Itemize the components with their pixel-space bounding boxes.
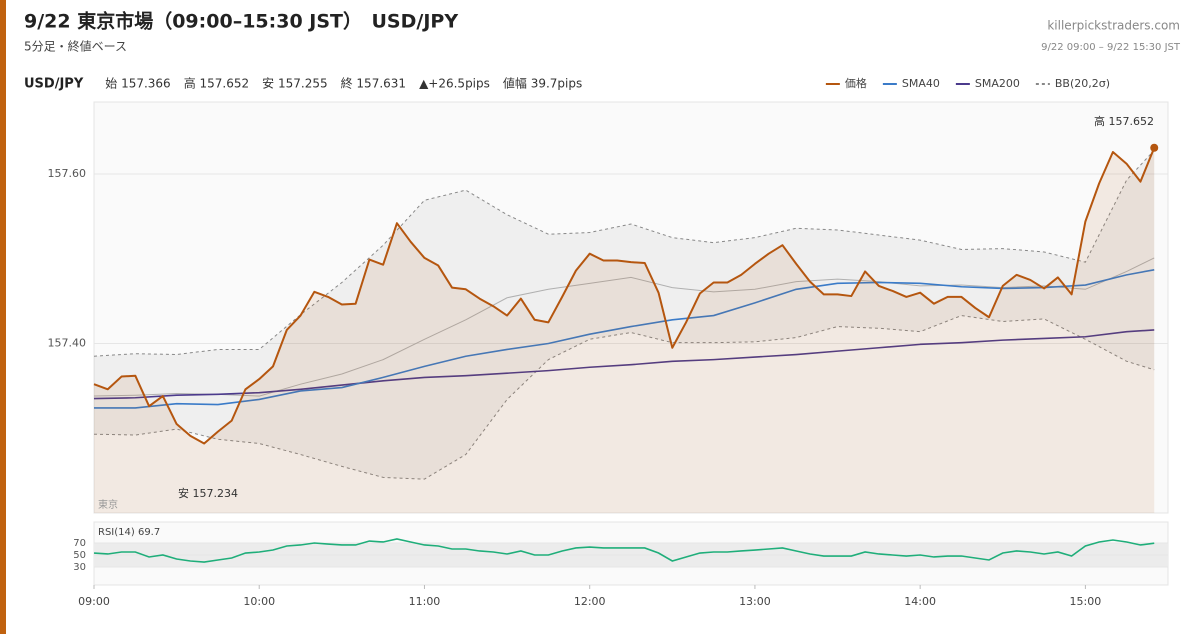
stat: ▲+26.5pips [419, 77, 490, 91]
band-fill [94, 150, 1155, 480]
stat: 安 157.255 [262, 76, 327, 91]
x-tick-label: 14:00 [904, 595, 936, 608]
stat: 始 157.366 [105, 77, 170, 91]
site: killerpickstraders.com [1047, 19, 1180, 33]
legend-label: SMA200 [975, 77, 1020, 90]
band-lower [93, 315, 1155, 480]
x-tick-label: 09:00 [78, 595, 110, 608]
annotation: 東京 [98, 498, 118, 511]
plot-area [93, 101, 1169, 514]
series-line [93, 147, 1156, 445]
annotation: 高 157.652 [1094, 114, 1154, 128]
legend-label: SMA40 [902, 77, 940, 90]
subtitle: 5分足・終値ベース [24, 39, 127, 54]
stat: 値幅 39.7pips [503, 76, 582, 91]
y-tick-label: 50 [73, 550, 86, 561]
symbol: USD/JPY [24, 77, 84, 92]
accent-bar [0, 0, 6, 634]
y-tick-label: 70 [73, 538, 86, 549]
x-tick-label: 13:00 [739, 595, 771, 608]
x-tick-label: 15:00 [1070, 595, 1102, 608]
legend-label: 価格 [845, 76, 867, 90]
annotation: 安 157.234 [178, 486, 238, 500]
y-tick-label: 30 [73, 562, 86, 573]
panel-title: RSI(14) 69.7 [98, 527, 160, 538]
x-tick-label: 12:00 [574, 595, 606, 608]
series-line [93, 329, 1155, 400]
band-upper [93, 149, 1155, 357]
x-tick-label: 10:00 [243, 595, 275, 608]
time-range: 9/22 09:00 – 9/22 15:30 JST [1041, 42, 1181, 53]
price-area [94, 147, 1155, 513]
page-title: 9/22 東京市場（09:00–15:30 JST） USD/JPY [24, 10, 458, 33]
stat: 高 157.652 [184, 76, 249, 91]
stat: 終 157.631 [341, 76, 406, 91]
series-line [94, 269, 1155, 409]
x-tick-label: 11:00 [409, 595, 441, 608]
last-point [1150, 143, 1159, 152]
y-tick-label: 157.60 [48, 167, 87, 180]
legend-label: BB(20,2σ) [1055, 77, 1110, 90]
legend: 価格 SMA40 SMA200 BB(20,2σ) [825, 76, 1110, 90]
y-tick-label: 157.40 [48, 337, 87, 350]
rsi-line [93, 538, 1155, 563]
